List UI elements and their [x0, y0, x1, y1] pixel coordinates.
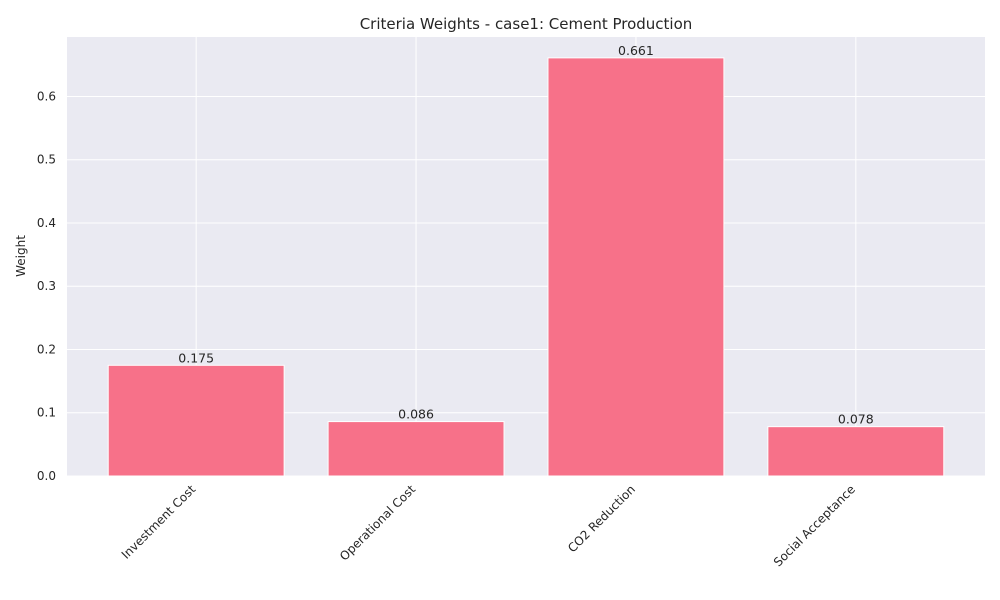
x-tick-label: Social Acceptance: [771, 482, 858, 569]
bar: [107, 364, 285, 477]
y-tick-label: 0.0: [37, 469, 56, 483]
x-tick-label: Operational Cost: [337, 482, 418, 563]
bar: [547, 57, 725, 477]
bar: [767, 426, 945, 477]
y-tick-label: 0.6: [37, 89, 56, 103]
y-tick-label: 0.5: [37, 153, 56, 167]
y-tick-label: 0.1: [37, 406, 56, 420]
bar-value-label: 0.086: [398, 407, 434, 422]
y-tick-label: 0.3: [37, 279, 56, 293]
data-labels: 0.175 0.086 0.661 0.078: [178, 43, 873, 427]
bar-value-label: 0.078: [838, 412, 874, 427]
y-tick-label: 0.2: [37, 342, 56, 356]
x-tick-label: Investment Cost: [119, 482, 199, 562]
bar-value-label: 0.661: [618, 43, 654, 58]
chart-title: Criteria Weights - case1: Cement Product…: [360, 15, 693, 33]
y-tick-label: 0.4: [37, 216, 56, 230]
bars: [107, 57, 945, 477]
x-tick-label: CO2 Reduction: [565, 482, 638, 555]
bar: [327, 421, 505, 477]
y-axis-label: Weight: [14, 235, 28, 277]
y-axis-ticks: 0.0 0.1 0.2 0.3 0.4 0.5 0.6: [37, 89, 56, 483]
bar-value-label: 0.175: [178, 350, 214, 365]
x-axis-ticks: Investment Cost Operational Cost CO2 Reduc…: [119, 482, 858, 569]
